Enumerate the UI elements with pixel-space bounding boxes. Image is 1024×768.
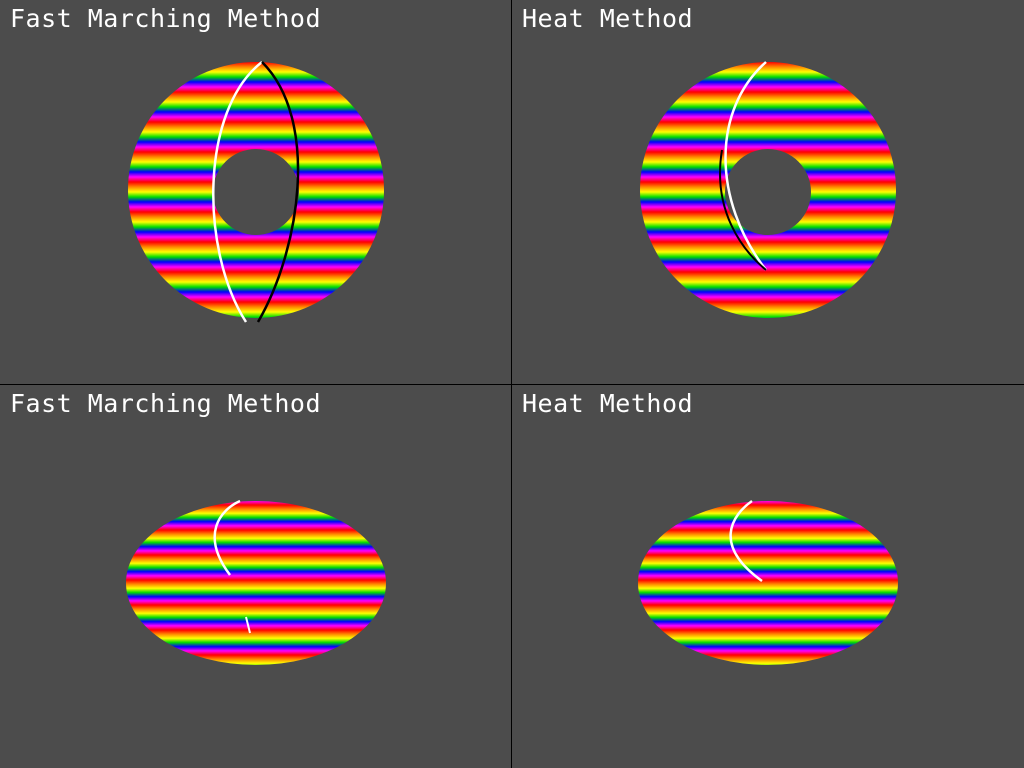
viewport-fast-marching-top[interactable]: Fast Marching Method — [0, 0, 511, 384]
torus-render-fmm-perspective — [126, 499, 386, 665]
torus-render-heat-perspective — [638, 499, 898, 665]
torus-render-fmm-top — [128, 61, 384, 323]
torus-render-heat-top — [640, 61, 896, 318]
viewport-title: Fast Marching Method — [10, 4, 322, 33]
viewport-heat-top[interactable]: Heat Method — [512, 0, 1024, 384]
viewport-heat-perspective[interactable]: Heat Method — [512, 385, 1024, 768]
viewport-title: Fast Marching Method — [10, 389, 322, 418]
viewport-fast-marching-perspective[interactable]: Fast Marching Method — [0, 385, 511, 768]
viewport-title: Heat Method — [522, 389, 694, 418]
viewport-title: Heat Method — [522, 4, 694, 33]
